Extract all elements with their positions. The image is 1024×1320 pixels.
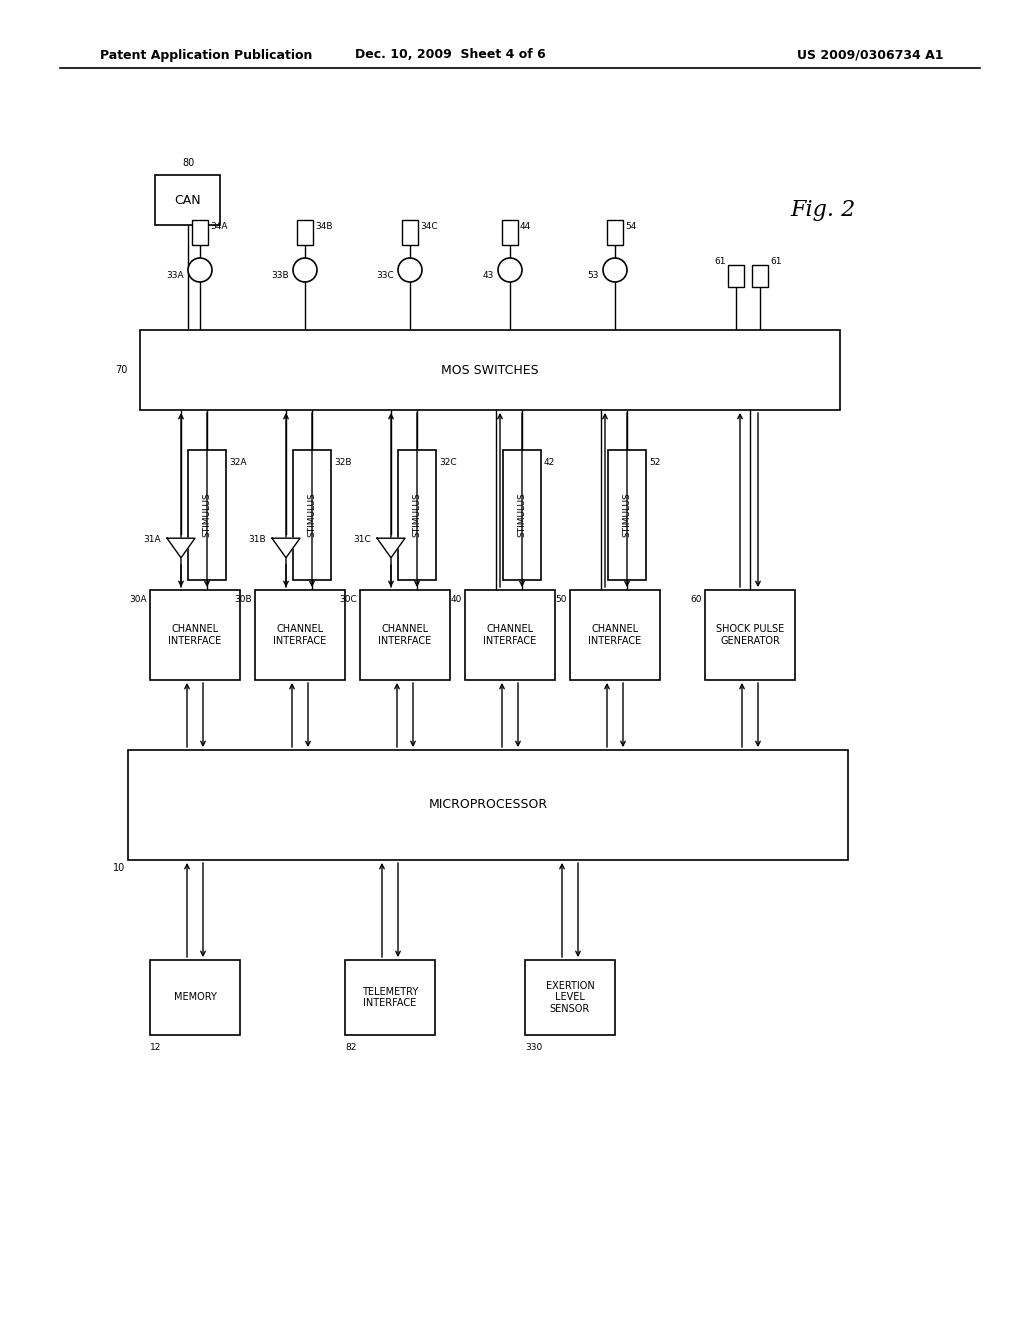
Text: 32C: 32C — [439, 458, 457, 467]
Text: 12: 12 — [150, 1043, 162, 1052]
Text: 53: 53 — [588, 271, 599, 280]
Text: 34C: 34C — [420, 222, 437, 231]
Text: 31C: 31C — [353, 536, 371, 544]
Text: 40: 40 — [451, 595, 462, 605]
Bar — [150, 960, 240, 1035]
Text: STIMULUS: STIMULUS — [623, 492, 632, 537]
Bar — [705, 590, 795, 680]
Text: 32B: 32B — [334, 458, 351, 467]
Text: 10: 10 — [113, 863, 125, 873]
Text: 34B: 34B — [315, 222, 333, 231]
Text: 44: 44 — [520, 222, 531, 231]
Text: 61: 61 — [715, 256, 726, 265]
Polygon shape — [167, 539, 195, 558]
Text: 50: 50 — [555, 595, 567, 605]
Text: 31B: 31B — [249, 536, 266, 544]
Text: EXERTION
LEVEL
SENSOR: EXERTION LEVEL SENSOR — [546, 981, 594, 1014]
Bar — [345, 960, 435, 1035]
Text: 61: 61 — [770, 256, 781, 265]
Text: 330: 330 — [525, 1043, 543, 1052]
Text: MICROPROCESSOR: MICROPROCESSOR — [428, 799, 548, 812]
Text: MOS SWITCHES: MOS SWITCHES — [441, 363, 539, 376]
Circle shape — [293, 257, 317, 282]
Text: 43: 43 — [482, 271, 494, 280]
Circle shape — [603, 257, 627, 282]
Text: 54: 54 — [625, 222, 636, 231]
Polygon shape — [377, 539, 406, 558]
Text: CHANNEL
INTERFACE: CHANNEL INTERFACE — [273, 624, 327, 645]
Bar — [608, 450, 646, 579]
Text: CHANNEL
INTERFACE: CHANNEL INTERFACE — [589, 624, 642, 645]
Text: 42: 42 — [544, 458, 555, 467]
Text: 33A: 33A — [166, 271, 184, 280]
Bar — [360, 590, 450, 680]
Bar — [607, 220, 623, 246]
Text: MEMORY: MEMORY — [173, 993, 216, 1002]
Bar — [128, 750, 848, 861]
Text: 30C: 30C — [339, 595, 357, 605]
Text: 33B: 33B — [271, 271, 289, 280]
Circle shape — [398, 257, 422, 282]
Bar — [293, 450, 331, 579]
Bar — [503, 450, 541, 579]
Bar — [193, 220, 208, 246]
Bar — [728, 265, 744, 286]
Text: 52: 52 — [649, 458, 660, 467]
Text: 33C: 33C — [376, 271, 394, 280]
Bar — [188, 450, 226, 579]
Bar — [150, 590, 240, 680]
Text: STIMULUS: STIMULUS — [307, 492, 316, 537]
Bar — [465, 590, 555, 680]
Text: 31A: 31A — [143, 536, 161, 544]
Bar — [140, 330, 840, 411]
Circle shape — [498, 257, 522, 282]
Text: 30B: 30B — [234, 595, 252, 605]
Text: 80: 80 — [182, 158, 195, 168]
Text: Fig. 2: Fig. 2 — [790, 199, 855, 220]
Bar — [297, 220, 313, 246]
Circle shape — [188, 257, 212, 282]
Polygon shape — [272, 539, 300, 558]
Text: STIMULUS: STIMULUS — [413, 492, 422, 537]
Bar — [155, 176, 220, 224]
Bar — [752, 265, 768, 286]
Text: CHANNEL
INTERFACE: CHANNEL INTERFACE — [483, 624, 537, 645]
Bar — [402, 220, 418, 246]
Text: STIMULUS: STIMULUS — [517, 492, 526, 537]
Text: STIMULUS: STIMULUS — [203, 492, 212, 537]
Text: 34A: 34A — [210, 222, 227, 231]
Bar — [502, 220, 518, 246]
Text: SHOCK PULSE
GENERATOR: SHOCK PULSE GENERATOR — [716, 624, 784, 645]
Text: CHANNEL
INTERFACE: CHANNEL INTERFACE — [379, 624, 432, 645]
Text: TELEMETRY
INTERFACE: TELEMETRY INTERFACE — [361, 987, 418, 1008]
Text: Patent Application Publication: Patent Application Publication — [100, 49, 312, 62]
Text: 32A: 32A — [229, 458, 247, 467]
Bar — [255, 590, 345, 680]
Text: CAN: CAN — [174, 194, 201, 206]
Bar — [525, 960, 615, 1035]
Text: Dec. 10, 2009  Sheet 4 of 6: Dec. 10, 2009 Sheet 4 of 6 — [354, 49, 546, 62]
Text: 60: 60 — [690, 595, 702, 605]
Bar — [398, 450, 436, 579]
Text: CHANNEL
INTERFACE: CHANNEL INTERFACE — [168, 624, 221, 645]
Bar — [570, 590, 660, 680]
Text: 70: 70 — [116, 366, 128, 375]
Text: 82: 82 — [345, 1043, 356, 1052]
Text: 30A: 30A — [129, 595, 147, 605]
Text: US 2009/0306734 A1: US 2009/0306734 A1 — [797, 49, 943, 62]
